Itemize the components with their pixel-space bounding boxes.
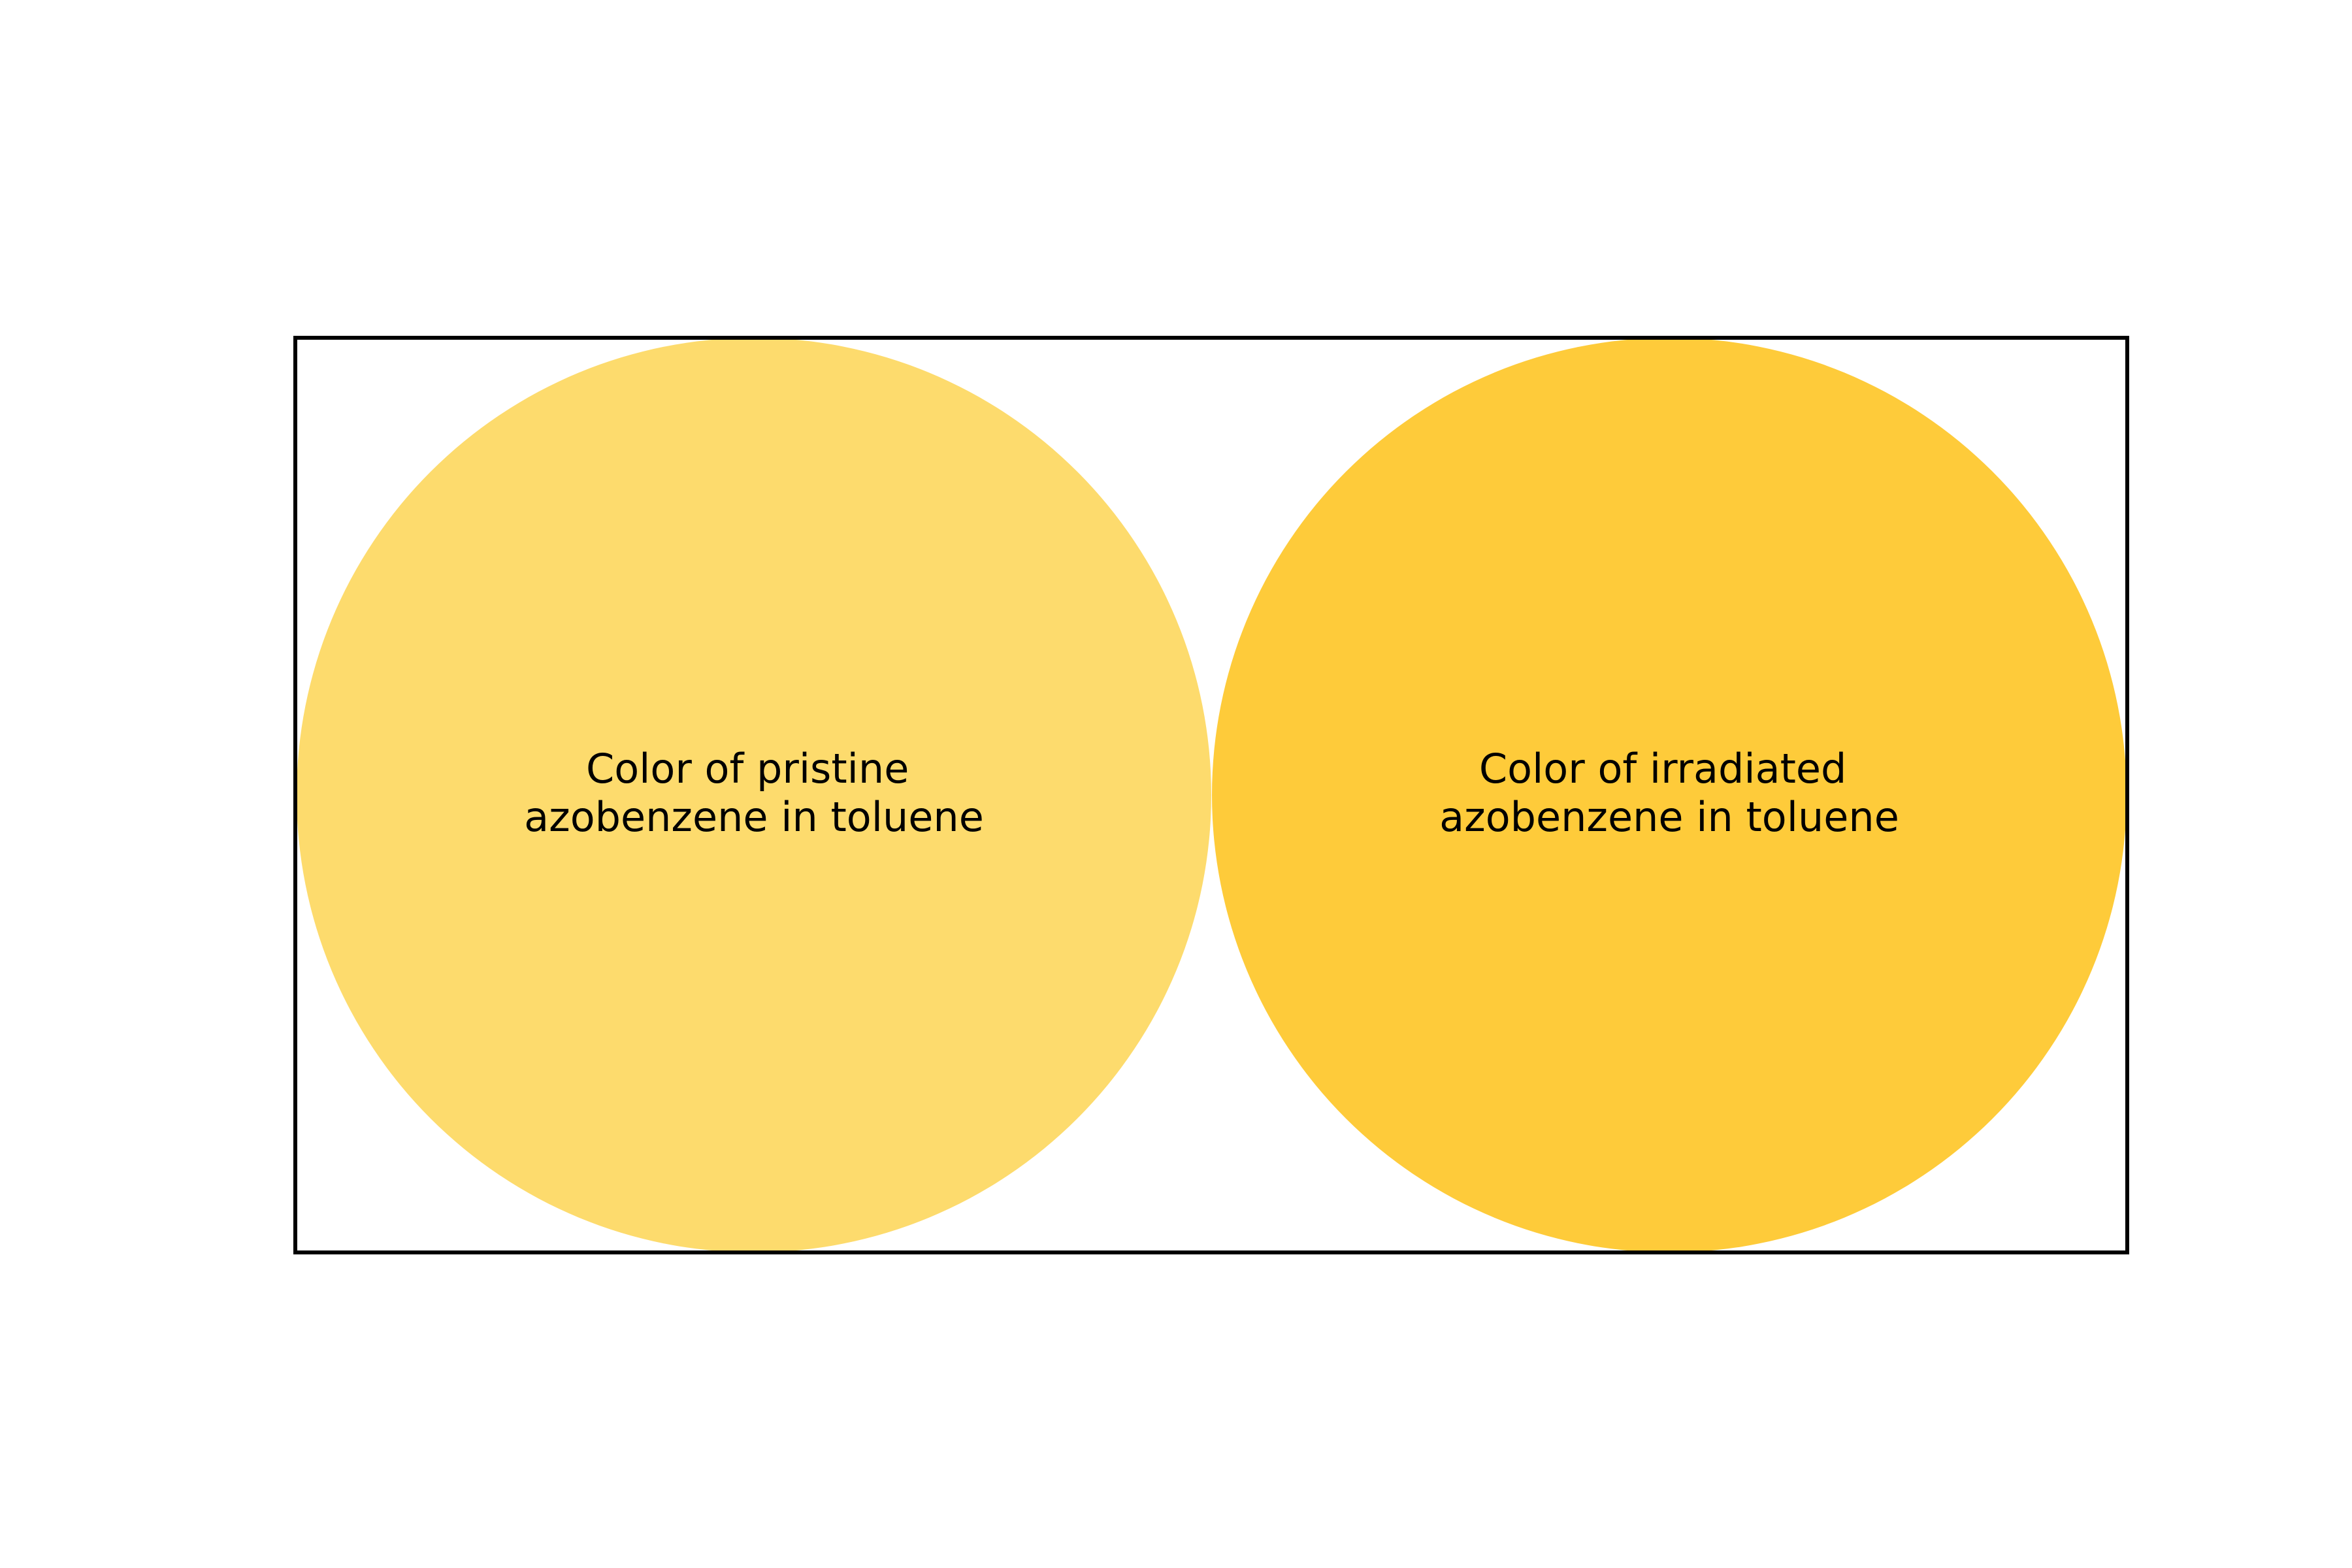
irradiated-color-swatch xyxy=(1212,338,2127,1252)
irradiated-label-line-1: Color of irradiated xyxy=(1479,745,1847,792)
irradiated-label-line-2: azobenzene in toluene xyxy=(1439,793,1899,841)
pristine-label-line-2: azobenzene in toluene xyxy=(524,793,984,841)
pristine-label-line-1: Color of pristine xyxy=(586,745,909,792)
irradiated-swatch-label: Color of irradiated azobenzene in toluen… xyxy=(1439,745,1899,841)
pristine-color-swatch xyxy=(297,338,1211,1252)
plot-frame xyxy=(293,336,2129,1254)
pristine-swatch-label: Color of pristine azobenzene in toluene xyxy=(524,745,984,841)
